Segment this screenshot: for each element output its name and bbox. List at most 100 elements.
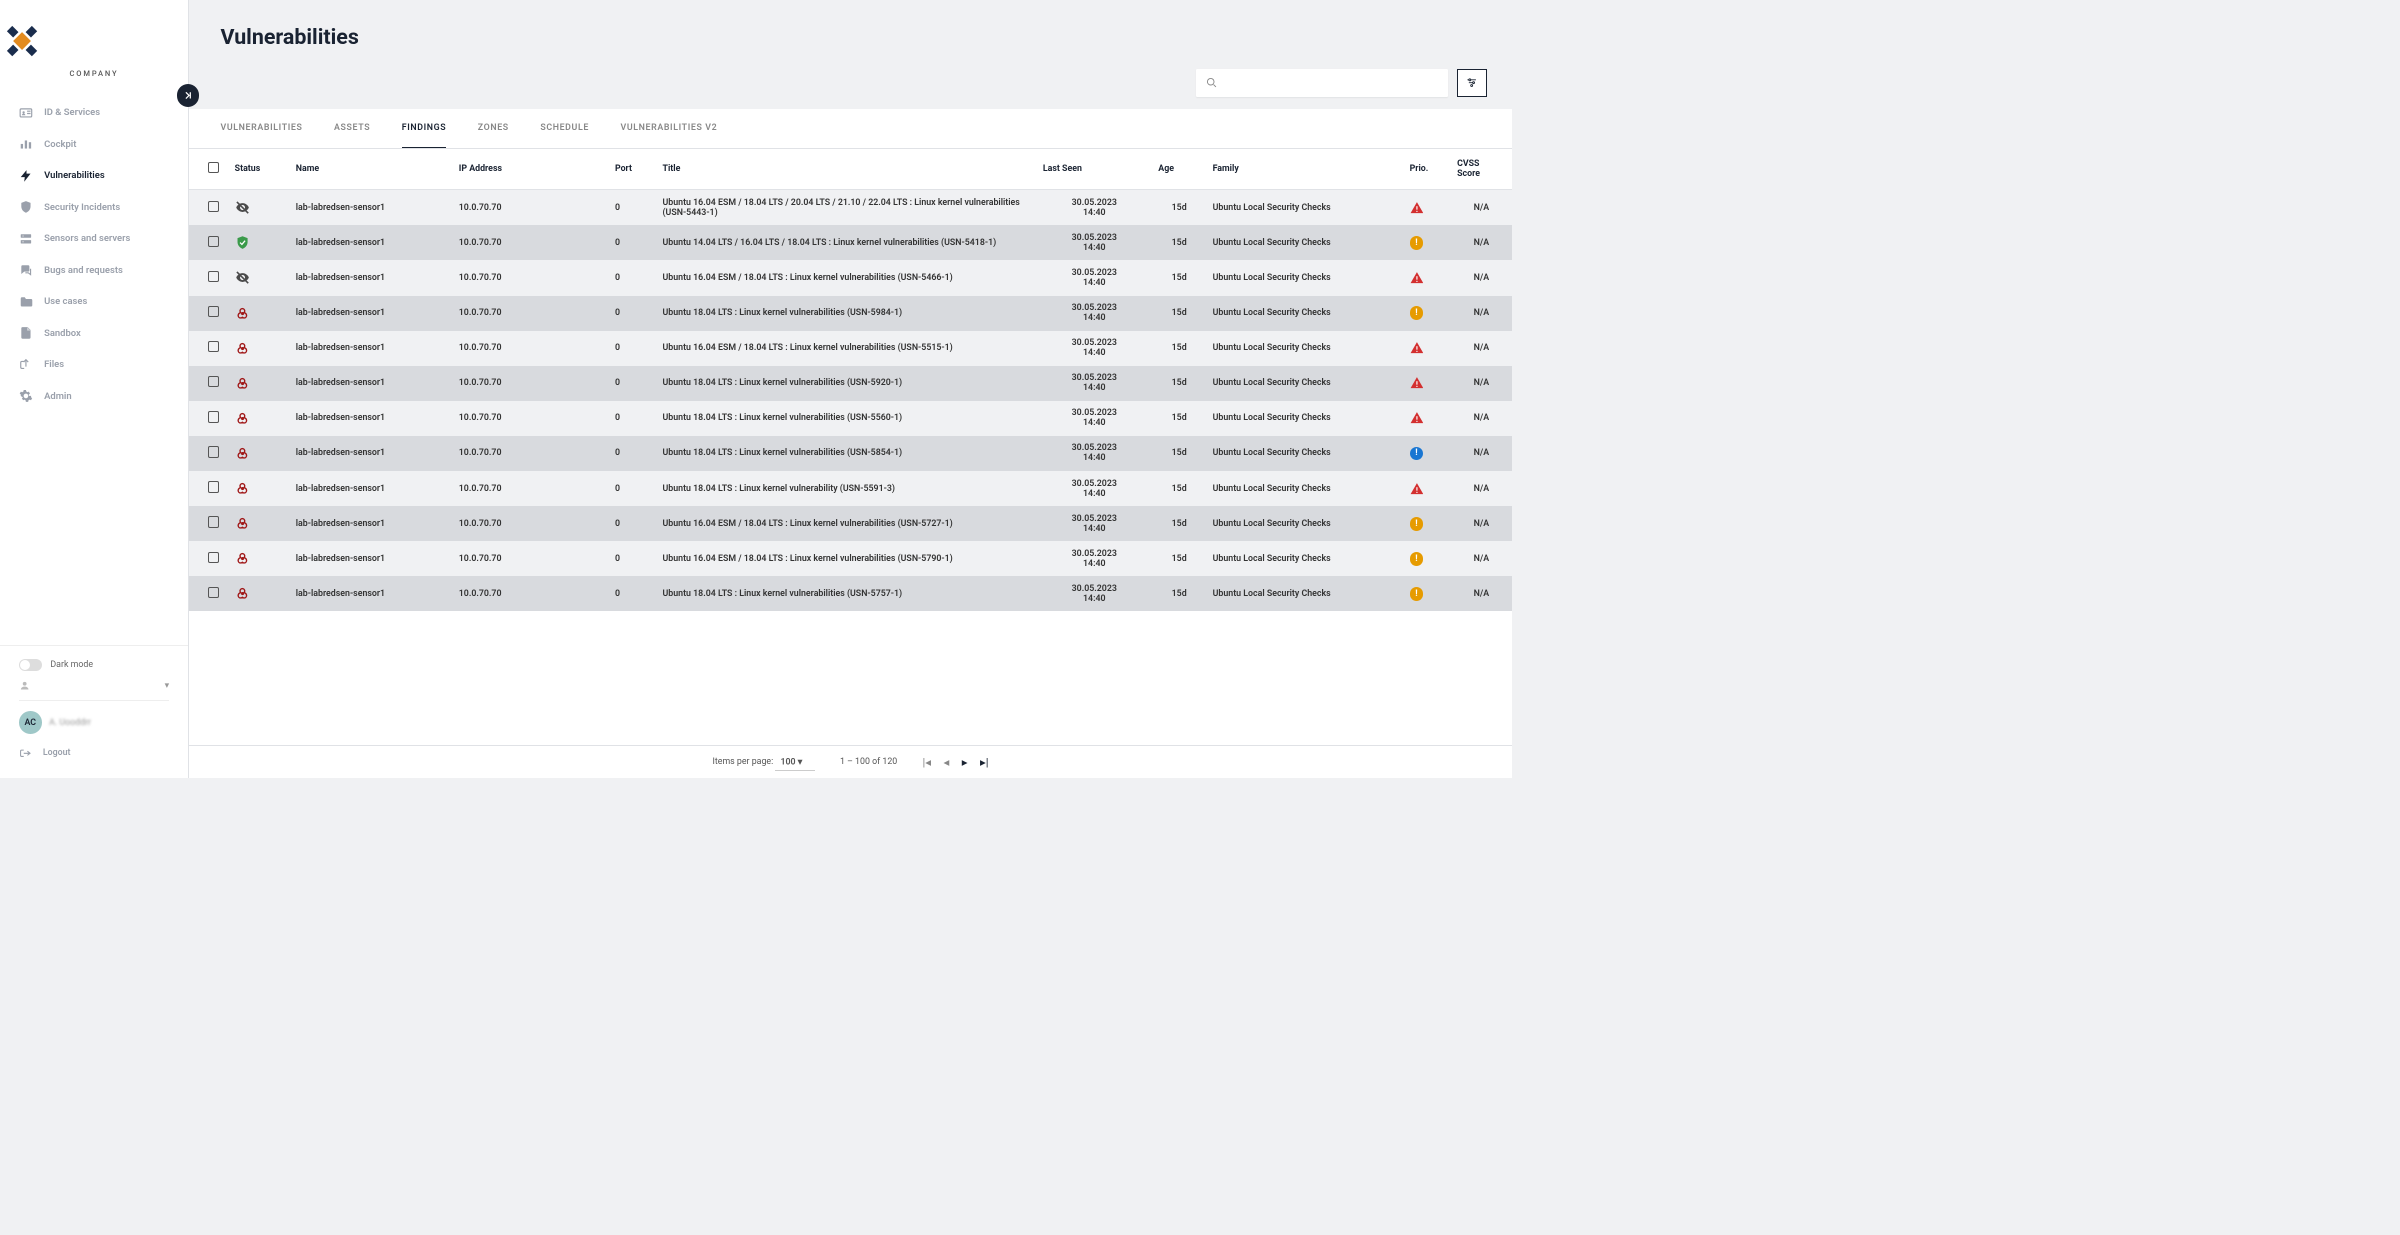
table-row[interactable]: lab-labredsen-sensor110.0.70.700Ubuntu 1…	[189, 541, 1512, 576]
table-row[interactable]: lab-labredsen-sensor110.0.70.700Ubuntu 1…	[189, 190, 1512, 226]
per-page-select[interactable]: 100 ▾	[775, 755, 814, 771]
cell-priority	[1403, 190, 1451, 226]
column-header[interactable]: Title	[656, 149, 1036, 190]
cell-port: 0	[609, 576, 657, 611]
row-checkbox[interactable]	[208, 587, 219, 598]
tab-vulnerabilities[interactable]: VULNERABILITIES	[221, 109, 303, 148]
sidebar-item-files[interactable]: Files	[0, 349, 188, 380]
tab-schedule[interactable]: SCHEDULE	[540, 109, 589, 148]
column-header[interactable]: CVSSScore	[1451, 149, 1512, 190]
chevron-down-icon: ▾	[165, 681, 169, 691]
sidebar-item-id-services[interactable]: ID & Services	[0, 97, 188, 128]
prev-page-button[interactable]: ◂	[943, 755, 949, 769]
column-header[interactable]: Status	[228, 149, 289, 190]
filter-button[interactable]	[1457, 69, 1487, 97]
status-icon	[228, 296, 289, 331]
nav: ID & Services CockpitVulnerabilitiesSecur…	[0, 91, 188, 645]
status-icon	[228, 436, 289, 471]
cell-last-seen: 30.05.202314:40	[1037, 190, 1152, 226]
cell-cvss: N/A	[1451, 541, 1512, 576]
logo: COMPANY	[0, 0, 188, 91]
table-row[interactable]: lab-labredsen-sensor110.0.70.700Ubuntu 1…	[189, 506, 1512, 541]
row-checkbox[interactable]	[208, 271, 219, 282]
sidebar-item-sensors-and-servers[interactable]: Sensors and servers	[0, 223, 188, 254]
sidebar-item-label: ID & Services	[44, 107, 100, 118]
search-field[interactable]	[1223, 78, 1437, 88]
tab-vulnerabilities-v2[interactable]: VULNERABILITIES V2	[620, 109, 717, 148]
cell-priority	[1403, 331, 1451, 366]
table-row[interactable]: lab-labredsen-sensor110.0.70.700Ubuntu 1…	[189, 366, 1512, 401]
row-checkbox[interactable]	[208, 516, 219, 527]
sidebar-item-admin[interactable]: Admin	[0, 381, 188, 412]
cell-port: 0	[609, 436, 657, 471]
column-header[interactable]: Last Seen	[1037, 149, 1152, 190]
user-dropdown[interactable]: ▾	[19, 680, 169, 691]
column-header[interactable]: Name	[289, 149, 452, 190]
cell-ip: 10.0.70.70	[452, 436, 608, 471]
cell-family: Ubuntu Local Security Checks	[1206, 576, 1403, 611]
search-icon	[1206, 77, 1217, 88]
status-icon	[228, 190, 289, 226]
row-checkbox[interactable]	[208, 446, 219, 457]
cell-ip: 10.0.70.70	[452, 541, 608, 576]
sidebar-item-sandbox[interactable]: Sandbox	[0, 318, 188, 349]
logout-button[interactable]: Logout	[19, 740, 169, 765]
status-icon	[228, 225, 289, 260]
sidebar-item-security-incidents[interactable]: Security Incidents	[0, 192, 188, 223]
column-header[interactable]: IP Address	[452, 149, 608, 190]
sidebar-item-vulnerabilities[interactable]: Vulnerabilities	[0, 160, 188, 191]
table-row[interactable]: lab-labredsen-sensor110.0.70.700Ubuntu 1…	[189, 260, 1512, 295]
row-checkbox[interactable]	[208, 481, 219, 492]
cell-name: lab-labredsen-sensor1	[289, 225, 452, 260]
table-row[interactable]: lab-labredsen-sensor110.0.70.700Ubuntu 1…	[189, 331, 1512, 366]
table-row[interactable]: lab-labredsen-sensor110.0.70.700Ubuntu 1…	[189, 401, 1512, 436]
cell-title: Ubuntu 18.04 LTS : Linux kernel vulnerab…	[656, 576, 1036, 611]
row-checkbox[interactable]	[208, 341, 219, 352]
first-page-button[interactable]: |◂	[922, 755, 930, 769]
table-row[interactable]: lab-labredsen-sensor110.0.70.700Ubuntu 1…	[189, 225, 1512, 260]
cell-last-seen: 30.05.202314:40	[1037, 436, 1152, 471]
row-checkbox[interactable]	[208, 236, 219, 247]
row-checkbox[interactable]	[208, 376, 219, 387]
cell-age: 15d	[1152, 401, 1206, 436]
cell-priority: !	[1403, 225, 1451, 260]
sidebar-bottom: Dark mode ▾ AC A. Uooddrr Logout	[0, 645, 188, 778]
cell-ip: 10.0.70.70	[452, 331, 608, 366]
row-checkbox[interactable]	[208, 552, 219, 563]
sidebar-item-cockpit[interactable]: Cockpit	[0, 129, 188, 160]
tab-assets[interactable]: ASSETS	[334, 109, 370, 148]
table-row[interactable]: lab-labredsen-sensor110.0.70.700Ubuntu 1…	[189, 436, 1512, 471]
cell-age: 15d	[1152, 296, 1206, 331]
column-header[interactable]: Family	[1206, 149, 1403, 190]
cell-ip: 10.0.70.70	[452, 576, 608, 611]
sidebar-item-bugs-and-requests[interactable]: Bugs and requests	[0, 255, 188, 286]
column-header[interactable]: Port	[609, 149, 657, 190]
cell-ip: 10.0.70.70	[452, 506, 608, 541]
column-header[interactable]: Prio.	[1403, 149, 1451, 190]
current-user[interactable]: AC A. Uooddrr	[19, 705, 169, 740]
last-page-button[interactable]: ▸|	[980, 755, 988, 769]
tab-zones[interactable]: ZONES	[478, 109, 509, 148]
row-checkbox[interactable]	[208, 411, 219, 422]
select-all-checkbox[interactable]	[208, 162, 219, 173]
next-page-button[interactable]: ▸	[962, 755, 968, 769]
status-icon	[228, 541, 289, 576]
cell-cvss: N/A	[1451, 296, 1512, 331]
tab-findings[interactable]: FINDINGS	[402, 109, 447, 148]
dark-mode-toggle[interactable]: Dark mode	[19, 659, 169, 672]
sidebar: COMPANY ID & Services CockpitVulnerabilit…	[0, 0, 189, 778]
cell-cvss: N/A	[1451, 506, 1512, 541]
cell-ip: 10.0.70.70	[452, 401, 608, 436]
cell-port: 0	[609, 190, 657, 226]
cell-title: Ubuntu 18.04 LTS : Linux kernel vulnerab…	[656, 366, 1036, 401]
column-header[interactable]: Age	[1152, 149, 1206, 190]
table-row[interactable]: lab-labredsen-sensor110.0.70.700Ubuntu 1…	[189, 296, 1512, 331]
main: Vulnerabilities VULNERABILITIESASSETSFIN…	[189, 0, 1512, 778]
sidebar-item-use-cases[interactable]: Use cases	[0, 286, 188, 317]
table-row[interactable]: lab-labredsen-sensor110.0.70.700Ubuntu 1…	[189, 576, 1512, 611]
table-row[interactable]: lab-labredsen-sensor110.0.70.700Ubuntu 1…	[189, 471, 1512, 506]
search-input[interactable]	[1196, 69, 1448, 97]
row-checkbox[interactable]	[208, 306, 219, 317]
row-checkbox[interactable]	[208, 201, 219, 212]
column-header[interactable]	[189, 149, 228, 190]
